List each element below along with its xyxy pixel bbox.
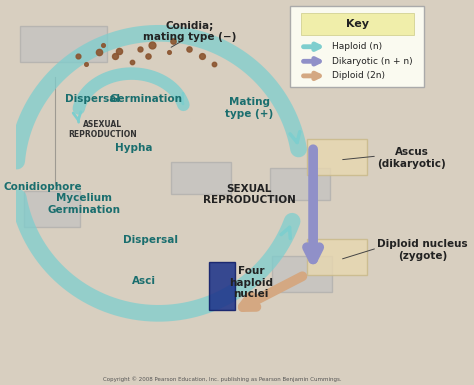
Text: ASEXUAL
REPRODUCTION: ASEXUAL REPRODUCTION bbox=[68, 119, 137, 139]
FancyBboxPatch shape bbox=[270, 167, 329, 200]
Text: Germination: Germination bbox=[109, 94, 182, 104]
FancyBboxPatch shape bbox=[209, 261, 235, 310]
FancyBboxPatch shape bbox=[272, 256, 332, 292]
Text: Key: Key bbox=[346, 19, 369, 29]
Text: Dispersal: Dispersal bbox=[65, 94, 120, 104]
FancyBboxPatch shape bbox=[307, 239, 367, 275]
FancyBboxPatch shape bbox=[301, 13, 414, 35]
Text: SEXUAL
REPRODUCTION: SEXUAL REPRODUCTION bbox=[203, 184, 296, 205]
Text: Conidiophore: Conidiophore bbox=[4, 182, 82, 192]
FancyBboxPatch shape bbox=[291, 7, 425, 87]
Text: Diploid (2n): Diploid (2n) bbox=[332, 71, 385, 80]
Text: Mating
type (+): Mating type (+) bbox=[225, 97, 273, 119]
Text: Mycelium
Germination: Mycelium Germination bbox=[48, 193, 121, 215]
Text: Dispersal: Dispersal bbox=[123, 236, 178, 246]
FancyBboxPatch shape bbox=[171, 162, 231, 194]
Text: Four
haploid
nuclei: Four haploid nuclei bbox=[229, 266, 273, 299]
FancyBboxPatch shape bbox=[20, 26, 107, 62]
Text: Conidia;
mating type (−): Conidia; mating type (−) bbox=[143, 20, 236, 42]
Text: Dikaryotic (n + n): Dikaryotic (n + n) bbox=[332, 57, 412, 66]
Text: Asci: Asci bbox=[132, 276, 156, 286]
Text: Diploid nucleus
(zygote): Diploid nucleus (zygote) bbox=[377, 239, 468, 261]
FancyBboxPatch shape bbox=[307, 139, 367, 175]
Text: Ascus
(dikaryotic): Ascus (dikaryotic) bbox=[377, 147, 446, 169]
Text: Copyright © 2008 Pearson Education, Inc. publishing as Pearson Benjamin Cummings: Copyright © 2008 Pearson Education, Inc.… bbox=[103, 377, 342, 382]
FancyBboxPatch shape bbox=[24, 191, 80, 227]
Text: Hypha: Hypha bbox=[115, 143, 153, 153]
Text: Haploid (n): Haploid (n) bbox=[332, 42, 382, 51]
